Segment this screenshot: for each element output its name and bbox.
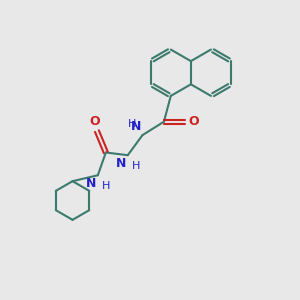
Text: N: N — [86, 177, 96, 190]
Text: H: H — [128, 118, 136, 129]
Text: N: N — [130, 120, 141, 133]
Text: O: O — [89, 115, 100, 128]
Text: O: O — [189, 115, 200, 128]
Text: N: N — [116, 157, 126, 170]
Text: H: H — [132, 161, 141, 171]
Text: H: H — [101, 181, 110, 190]
